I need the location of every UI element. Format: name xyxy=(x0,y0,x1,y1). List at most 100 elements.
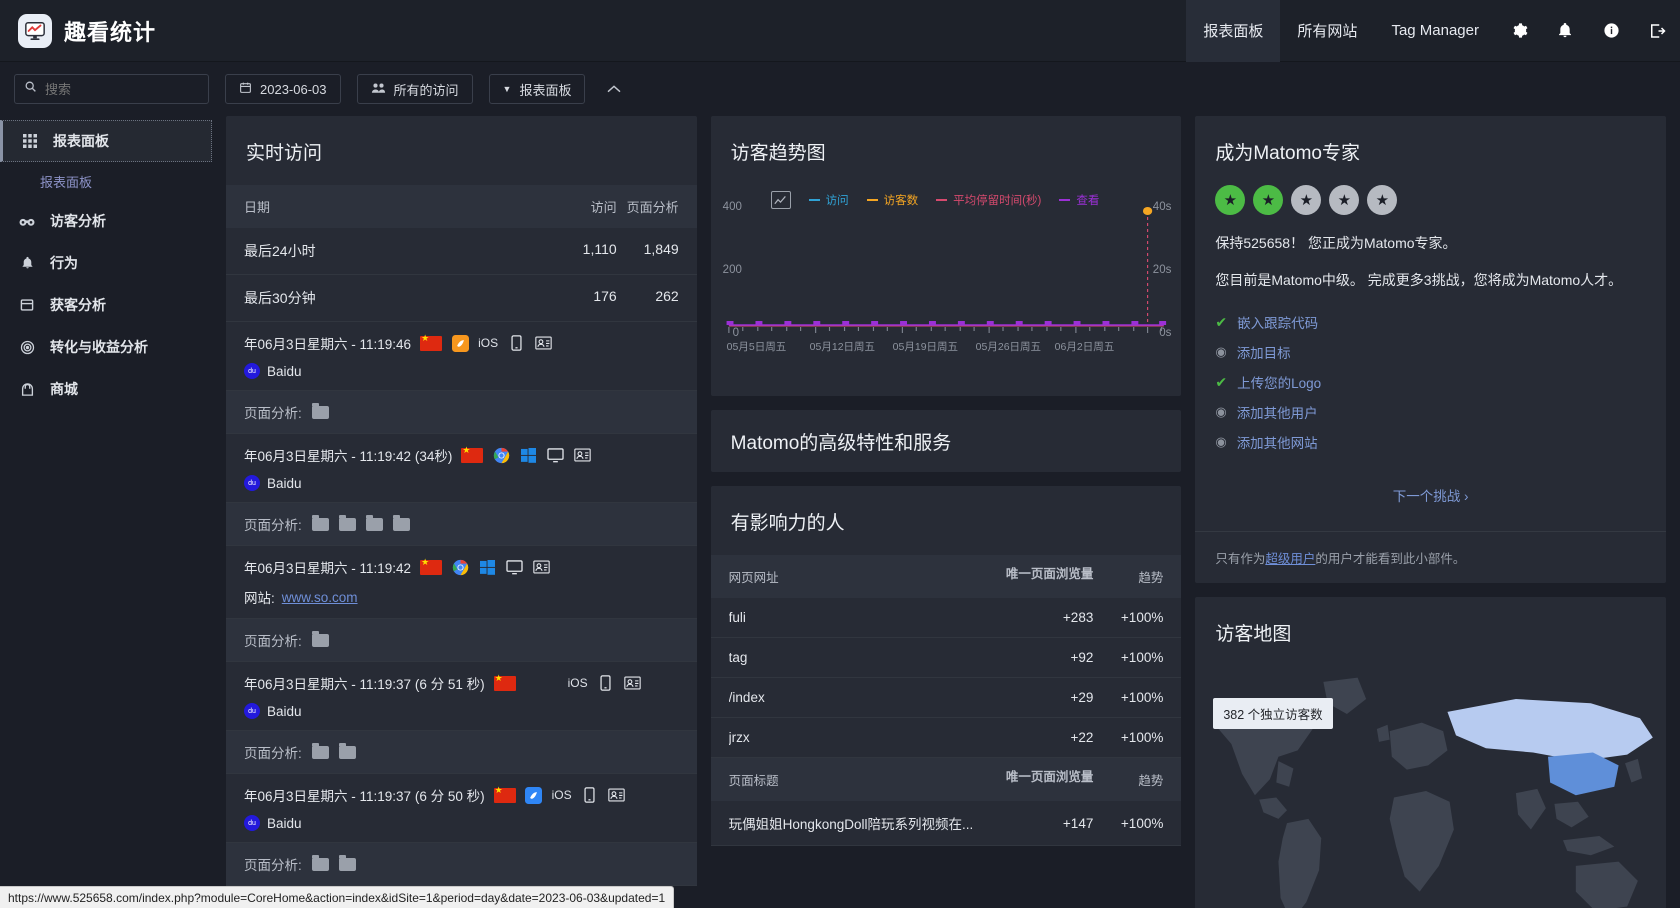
grid-icon xyxy=(21,134,39,148)
visit-time: 年06月3日星期六 - 11:19:46 xyxy=(244,337,412,352)
folder-icon[interactable] xyxy=(392,514,410,531)
visit-entry[interactable]: 年06月3日星期六 - 11:19:46 iOS xyxy=(226,322,697,391)
segment-selector[interactable]: 所有的访问 xyxy=(356,74,473,104)
logout-icon[interactable] xyxy=(1634,0,1680,62)
top-nav: 报表面板 所有网站 Tag Manager xyxy=(1186,0,1680,62)
row-trend: +100% xyxy=(1120,610,1164,625)
expert-task[interactable]: ◉ 添加目标 xyxy=(1195,337,1666,367)
row-name: /index xyxy=(728,690,765,705)
sidebar-item-visitors[interactable]: 访客分析 xyxy=(0,200,212,242)
sidebar-item-behaviour[interactable]: 行为 xyxy=(0,242,212,284)
visit-entry[interactable]: 年06月3日星期六 - 11:19:37 (6 分 51 秒) iOS du xyxy=(226,662,697,731)
pages-label: 页面分析: xyxy=(244,518,302,533)
expert-line1: 保持525658！ 您正成为Matomo专家。 xyxy=(1215,235,1457,251)
sidebar-item-goals[interactable]: 转化与收益分析 xyxy=(0,326,212,368)
star-filled-icon: ★ xyxy=(1253,185,1284,215)
visit-entry[interactable]: 年06月3日星期六 - 11:19:37 (6 分 50 秒) iOS xyxy=(226,774,697,843)
nav-all-websites[interactable]: 所有网站 xyxy=(1297,23,1358,40)
search-box[interactable] xyxy=(14,74,209,104)
table-row[interactable]: fuli +283 +100% xyxy=(710,598,1182,638)
cn-flag-icon xyxy=(493,673,516,691)
sidebar-item-dashboard[interactable]: 报表面板 xyxy=(0,120,212,162)
legend-label: 访问 xyxy=(825,195,849,207)
chart-export-icon[interactable] xyxy=(770,191,791,209)
realtime-widget: 实时访问 日期 访问 页面分析 最后24小时 1,110 1,849 最后30分… xyxy=(226,116,697,886)
date-selector[interactable]: 2023-06-03 xyxy=(225,74,341,104)
chart-plot[interactable]: 400 200 0 40s 20s 0s xyxy=(715,201,1178,441)
smartphone-icon xyxy=(581,786,599,804)
folder-icon[interactable] xyxy=(311,742,329,759)
filter-bar: 2023-06-03 所有的访问 ▼ 报表面板 xyxy=(0,62,1680,116)
folder-icon[interactable] xyxy=(338,854,356,871)
sidebar-subitem-dashboard[interactable]: 报表面板 xyxy=(40,174,93,190)
row-name: jrzx xyxy=(728,730,750,745)
folder-icon[interactable] xyxy=(338,742,356,759)
legend-visitors[interactable]: 访客数 xyxy=(866,192,918,208)
pages-label: 页面分析: xyxy=(244,634,302,649)
check-icon: ✔ xyxy=(1215,373,1228,390)
folder-icon[interactable] xyxy=(365,514,383,531)
cn-flag-icon xyxy=(461,445,484,463)
row-trend: +100% xyxy=(1120,690,1164,705)
expert-task[interactable]: ✔ 上传您的Logo xyxy=(1195,367,1666,397)
sidebar-item-ecommerce[interactable]: 商城 xyxy=(0,368,212,410)
nav-tag-manager[interactable]: Tag Manager xyxy=(1391,22,1479,39)
gear-icon[interactable] xyxy=(1496,0,1542,62)
folder-icon[interactable] xyxy=(311,402,329,419)
visitor-profile-icon[interactable] xyxy=(573,446,591,464)
folder-icon[interactable] xyxy=(311,630,329,647)
sidebar: 报表面板 报表面板 访客分析 行为 获客分析 转化与收益分析 xyxy=(0,116,212,908)
legend-visits[interactable]: 访问 xyxy=(808,192,849,208)
visit-pages: 页面分析: xyxy=(226,619,697,662)
segment-value: 所有的访问 xyxy=(393,82,459,98)
folder-icon[interactable] xyxy=(311,514,329,531)
legend-avg-time[interactable]: 平均停留时间(秒) xyxy=(936,192,1041,208)
cn-flag-icon xyxy=(493,785,516,803)
expert-task[interactable]: ◉ 添加其他用户 xyxy=(1195,397,1666,427)
visitor-profile-icon[interactable] xyxy=(532,558,550,576)
sidebar-item-label: 获客分析 xyxy=(50,297,106,313)
bell-icon[interactable] xyxy=(1542,0,1588,62)
world-map[interactable]: 382 个独立访客数 xyxy=(1195,666,1666,908)
folder-icon[interactable] xyxy=(311,854,329,871)
realtime-title: 实时访问 xyxy=(246,143,323,164)
row-views: +22 xyxy=(1070,730,1094,745)
visitor-profile-icon[interactable] xyxy=(608,786,626,804)
table-row[interactable]: jrzx +22 +100% xyxy=(710,718,1182,758)
date-value: 2023-06-03 xyxy=(260,81,327,97)
visitor-profile-icon[interactable] xyxy=(534,334,552,352)
nav-dashboard[interactable]: 报表面板 xyxy=(1186,0,1281,62)
folder-icon[interactable] xyxy=(338,514,356,531)
legend-views[interactable]: 查看 xyxy=(1059,192,1099,208)
visit-entry[interactable]: 年06月3日星期六 - 11:19:42 (34秒) xyxy=(226,434,697,503)
site-link[interactable]: www.so.com xyxy=(281,589,358,605)
row-pageviews: 1,849 xyxy=(643,241,679,257)
visit-entry[interactable]: 年06月3日星期六 - 11:19:42 xyxy=(226,546,697,619)
binoculars-icon xyxy=(18,215,36,227)
superuser-link[interactable]: 超级用户 xyxy=(1265,552,1316,566)
dashboard-selector[interactable]: ▼ 报表面板 xyxy=(488,74,586,104)
visit-pages: 页面分析: xyxy=(226,391,697,434)
collapse-icon[interactable] xyxy=(601,76,627,102)
expert-task[interactable]: ✔ 嵌入跟踪代码 xyxy=(1195,307,1666,337)
smartphone-icon xyxy=(597,674,615,692)
referrer-label: Baidu xyxy=(267,475,302,491)
search-input[interactable] xyxy=(45,81,199,97)
table-row[interactable]: 玩偶姐姐HongkongDoll陪玩系列视频在... +147 +100% xyxy=(710,801,1182,846)
baidu-icon: du xyxy=(244,475,260,491)
sidebar-item-acquisition[interactable]: 获客分析 xyxy=(0,284,212,326)
visitor-profile-icon[interactable] xyxy=(624,674,642,692)
star-empty-icon: ★ xyxy=(1291,185,1322,215)
next-challenge-link[interactable]: 下一个挑战 › xyxy=(1392,489,1469,504)
info-icon[interactable] xyxy=(1588,0,1634,62)
visit-pages: 页面分析: xyxy=(226,503,697,546)
visit-summary: 年06月3日星期六 - 11:19:46 iOS xyxy=(244,333,679,353)
expert-task[interactable]: ◉ 添加其他网站 xyxy=(1195,427,1666,457)
table-row[interactable]: tag +92 +100% xyxy=(710,638,1182,678)
visit-summary: 年06月3日星期六 - 11:19:42 xyxy=(244,557,679,577)
brand[interactable]: 趣看统计 xyxy=(0,13,156,48)
top-bar: 趣看统计 报表面板 所有网站 Tag Manager xyxy=(0,0,1680,62)
check-icon: ✔ xyxy=(1215,313,1228,330)
table-row[interactable]: /index +29 +100% xyxy=(710,678,1182,718)
chart-svg xyxy=(726,207,1166,333)
